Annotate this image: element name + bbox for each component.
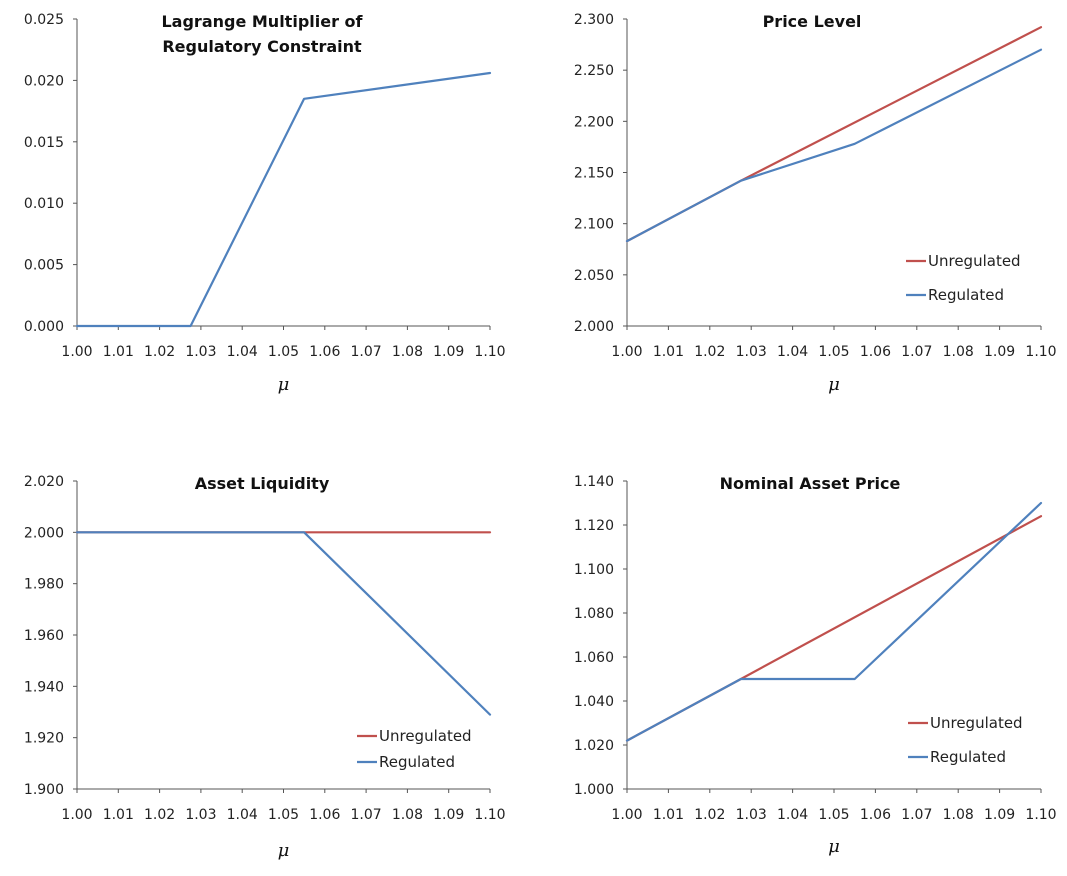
legend-label-unregulated: Unregulated xyxy=(928,252,1021,270)
chart-title: Regulatory Constraint xyxy=(162,37,362,56)
x-tick-label: 1.01 xyxy=(653,807,684,823)
y-tick-label: 2.200 xyxy=(574,114,614,130)
x-tick-label: 1.08 xyxy=(943,344,974,360)
x-tick-label: 1.02 xyxy=(144,807,175,823)
x-tick-label: 1.09 xyxy=(433,344,464,360)
x-tick-label: 1.05 xyxy=(818,344,849,360)
chart-title: Asset Liquidity xyxy=(195,474,330,493)
y-tick-label: 0.015 xyxy=(24,135,64,151)
y-tick-label: 2.000 xyxy=(24,525,64,541)
x-tick-label: 1.10 xyxy=(1025,807,1056,823)
y-tick-label: 1.140 xyxy=(574,474,614,490)
chart-panel-4: 1.000 1.020 1.040 1.060 1.080 1.100 1.120 1.140… xyxy=(574,474,1057,857)
x-tick-label: 1.08 xyxy=(392,807,423,823)
y-tick-label: 1.120 xyxy=(574,518,614,534)
y-tick-label: 1.900 xyxy=(24,782,64,798)
x-tick-label: 1.02 xyxy=(144,344,175,360)
y-tick-label: 1.080 xyxy=(574,606,614,622)
x-tick-label: 1.10 xyxy=(474,807,505,823)
x-tick-label: 1.09 xyxy=(984,807,1015,823)
x-tick-label: 1.02 xyxy=(694,344,725,360)
chart-title: Price Level xyxy=(763,12,862,31)
x-tick-label: 1.00 xyxy=(61,344,92,360)
x-tick-label: 1.01 xyxy=(103,344,134,360)
x-tick-label: 1.04 xyxy=(227,344,258,360)
y-tick-label: 1.040 xyxy=(574,694,614,710)
y-tick-label: 1.000 xyxy=(574,782,614,798)
y-tick-label: 2.000 xyxy=(574,319,614,335)
x-tick-label: 1.06 xyxy=(860,807,891,823)
y-tick-label: 1.960 xyxy=(24,628,64,644)
x-axis-label: μ xyxy=(278,840,290,861)
x-axis-label: μ xyxy=(828,374,840,395)
legend-label-regulated: Regulated xyxy=(930,748,1006,766)
x-tick-label: 1.00 xyxy=(611,344,642,360)
y-tick-label: 1.980 xyxy=(24,577,64,593)
x-tick-label: 1.07 xyxy=(351,344,382,360)
legend-label-unregulated: Unregulated xyxy=(930,714,1023,732)
y-tick-label: 0.010 xyxy=(24,196,64,212)
y-tick-label: 1.100 xyxy=(574,562,614,578)
chart-title: Lagrange Multiplier of xyxy=(161,12,363,31)
x-tick-label: 1.10 xyxy=(474,344,505,360)
y-tick-label: 0.025 xyxy=(24,12,64,28)
y-tick-label: 1.940 xyxy=(24,679,64,695)
legend-label-regulated: Regulated xyxy=(379,753,455,771)
y-tick-label: 2.300 xyxy=(574,12,614,28)
x-tick-label: 1.07 xyxy=(901,807,932,823)
y-tick-label: 2.250 xyxy=(574,63,614,79)
y-tick-label: 2.150 xyxy=(574,166,614,182)
x-tick-label: 1.09 xyxy=(984,344,1015,360)
series-line-regulated xyxy=(75,531,492,716)
x-tick-label: 1.03 xyxy=(736,807,767,823)
x-axis-label: μ xyxy=(828,836,840,857)
x-tick-label: 1.00 xyxy=(611,807,642,823)
x-tick-label: 1.00 xyxy=(61,807,92,823)
series-line xyxy=(75,71,492,328)
x-tick-label: 1.05 xyxy=(268,344,299,360)
x-tick-label: 1.06 xyxy=(309,807,340,823)
x-tick-label: 1.06 xyxy=(860,344,891,360)
y-tick-label: 1.020 xyxy=(574,738,614,754)
y-tick-label: 2.100 xyxy=(574,217,614,233)
x-tick-label: 1.03 xyxy=(736,344,767,360)
y-tick-label: 0.005 xyxy=(24,258,64,274)
x-tick-label: 1.04 xyxy=(777,344,808,360)
y-tick-label: 0.020 xyxy=(24,73,64,89)
x-axis-label: μ xyxy=(278,374,290,395)
x-tick-label: 1.08 xyxy=(943,807,974,823)
x-tick-label: 1.01 xyxy=(103,807,134,823)
x-tick-label: 1.05 xyxy=(818,807,849,823)
x-tick-label: 1.01 xyxy=(653,344,684,360)
x-tick-label: 1.02 xyxy=(694,807,725,823)
x-tick-label: 1.07 xyxy=(351,807,382,823)
x-tick-label: 1.07 xyxy=(901,344,932,360)
y-tick-label: 1.060 xyxy=(574,650,614,666)
y-tick-label: 0.000 xyxy=(24,319,64,335)
y-tick-label: 2.050 xyxy=(574,268,614,284)
legend-label-unregulated: Unregulated xyxy=(379,727,472,745)
x-tick-label: 1.10 xyxy=(1025,344,1056,360)
x-tick-label: 1.06 xyxy=(309,344,340,360)
legend-label-regulated: Regulated xyxy=(928,286,1004,304)
chart-title: Nominal Asset Price xyxy=(720,474,901,493)
x-tick-label: 1.04 xyxy=(227,807,258,823)
series-line-regulated xyxy=(625,501,1043,742)
chart-panel-1: 0.000 0.005 0.010 0.015 0.020 0.025 1.00 1.01 1.… xyxy=(24,12,506,395)
y-tick-label: 2.020 xyxy=(24,474,64,490)
x-tick-label: 1.03 xyxy=(185,344,216,360)
y-tick-label: 1.920 xyxy=(24,731,64,747)
chart-panel-2: 2.000 2.050 2.100 2.150 2.200 2.250 2.300 1.00 1… xyxy=(574,12,1057,395)
x-tick-label: 1.04 xyxy=(777,807,808,823)
series-line-regulated xyxy=(625,48,1043,243)
x-tick-label: 1.05 xyxy=(268,807,299,823)
x-tick-label: 1.09 xyxy=(433,807,464,823)
chart-panel-3: 1.900 1.920 1.940 1.960 1.980 2.000 2.020 1.00 1… xyxy=(24,474,506,861)
x-tick-label: 1.03 xyxy=(185,807,216,823)
x-tick-label: 1.08 xyxy=(392,344,423,360)
